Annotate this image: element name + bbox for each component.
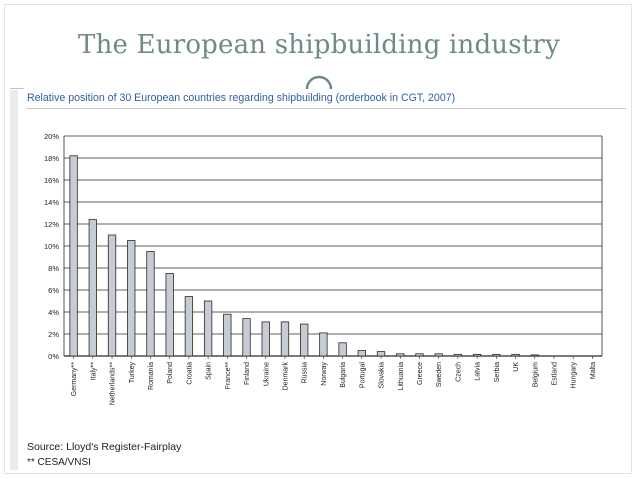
x-tick-label: Hungary [571,362,578,389]
bar [376,351,386,357]
x-tick-label: Romania [148,362,155,390]
source-text: Source: Lloyd's Register-Fairplay [27,441,182,453]
x-tick-label: Turkey [129,362,136,384]
bar [434,353,443,357]
bar [88,219,97,357]
x-tick-label: Bulgaria [340,362,347,388]
side-accent-line [10,88,24,89]
bar [242,318,251,357]
slide-title: The European shipbuilding industry [78,30,560,60]
bar [319,332,328,357]
x-tick-label: Slovakia [379,362,386,389]
x-tick-label: Serbia [494,362,501,382]
bar [184,296,194,357]
y-tick-label: 2% [48,330,59,339]
x-tick-label: Greece [417,362,424,385]
bar [69,155,78,357]
x-tick-label: Lithuania [398,362,405,391]
arc-ornament-icon [305,75,333,90]
x-tick-label: Malta [590,362,597,379]
x-tick-label: Sweden [436,362,443,387]
bar [415,353,424,357]
x-tick-label: Belgium [532,362,539,387]
bar [300,323,309,357]
y-tick-label: 18% [44,154,59,163]
y-tick-label: 6% [48,286,59,295]
x-tick-label: Italy** [90,362,97,381]
x-tick-label: Spain [206,362,213,380]
bar [530,354,539,357]
y-tick-label: 10% [44,242,59,251]
caption-rule [26,108,626,109]
bar [357,350,366,357]
x-tick-label: Norway [321,362,328,386]
y-tick-label: 4% [48,308,59,317]
y-tick-label: 16% [44,176,59,185]
x-tick-label: Portugal [359,362,366,389]
bar [146,251,155,357]
x-tick-label: Poland [167,362,174,384]
side-accent-bar [10,90,18,470]
x-tick-label: Denmark [282,362,289,391]
bar [261,321,270,357]
y-tick-label: 20% [44,132,59,141]
bar [280,321,290,357]
y-tick-label: 12% [44,220,59,229]
bar [223,313,232,357]
slide-frame [4,4,632,474]
bar [453,353,463,357]
x-tick-label: Netherlands** [110,362,117,405]
bar [472,353,482,357]
x-tick-label: Russia [302,362,309,384]
bar [511,353,520,357]
y-tick-label: 8% [48,264,59,273]
x-tick-label: Finland [244,362,251,385]
x-tick-label: Ukraine [263,362,270,386]
x-tick-label: Germany** [71,362,78,397]
x-tick-label: Latvia [475,362,482,381]
y-tick-label: 14% [44,198,59,207]
bar [338,342,347,357]
footnote-text: ** CESA/VNSI [27,457,91,468]
y-tick-label: 0% [48,352,59,361]
x-tick-label: Czech [455,362,462,382]
chart-caption: Relative position of 30 European countri… [27,92,456,104]
bar [107,234,117,357]
bar [127,240,136,357]
bar [165,273,174,357]
x-tick-label: France** [225,362,232,390]
bar [203,300,213,357]
x-tick-label: Croatia [186,362,193,385]
x-tick-label: Estland [551,362,558,385]
bar [492,353,501,357]
bar [396,353,405,357]
x-tick-label: UK [513,362,520,372]
